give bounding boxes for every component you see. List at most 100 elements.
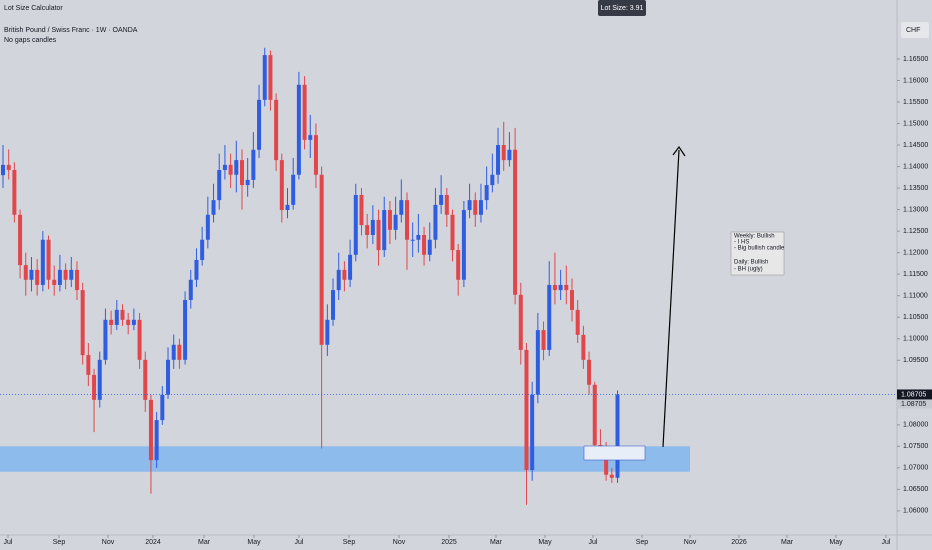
x-tick-label: May xyxy=(247,539,261,546)
candle-body xyxy=(416,235,421,240)
candle-body xyxy=(370,219,375,236)
x-tick-label: Mar xyxy=(781,539,794,546)
candle-body xyxy=(177,344,182,360)
candle-body xyxy=(131,319,136,325)
candle-body xyxy=(587,359,592,385)
candle-body xyxy=(285,204,290,211)
close-price-label: 1.08705 xyxy=(901,401,926,408)
candle-body xyxy=(302,84,307,140)
candle-body xyxy=(376,219,381,251)
candle-body xyxy=(382,210,387,251)
candle-body xyxy=(336,269,341,291)
tool-label: Lot Size Calculator xyxy=(4,5,63,12)
candle-body xyxy=(604,449,609,475)
y-tick-label: 1.16500 xyxy=(903,56,928,63)
annotation-line: - BH (ugly) xyxy=(734,267,763,273)
candle-body xyxy=(279,160,284,211)
x-tick-label: Sep xyxy=(636,539,649,546)
candle-body xyxy=(245,179,250,186)
candle-body xyxy=(427,239,432,255)
candle-body xyxy=(342,269,347,280)
candle-body xyxy=(496,145,501,175)
close-price-box xyxy=(897,399,932,409)
candle-body xyxy=(467,200,472,211)
candle-body xyxy=(154,420,159,461)
y-tick-label: 1.08000 xyxy=(903,422,928,429)
candle-body xyxy=(69,269,74,280)
annotation-line: Weekly: Bullish xyxy=(734,234,775,240)
candle-body xyxy=(552,284,557,291)
candle-body xyxy=(171,344,176,360)
candle-body xyxy=(6,164,11,171)
candle-body xyxy=(547,284,552,350)
x-tick-label: Jul xyxy=(589,539,598,546)
candle-body xyxy=(473,200,478,215)
candle-body xyxy=(52,279,57,285)
arrow-line xyxy=(662,149,680,448)
candle-body xyxy=(35,269,40,285)
candle-body xyxy=(217,170,222,201)
y-tick-label: 1.14000 xyxy=(903,163,928,170)
candle-body xyxy=(444,194,449,215)
candle-body xyxy=(308,135,313,140)
candle-body xyxy=(404,200,409,240)
candle-body xyxy=(188,279,193,300)
candle-body xyxy=(114,309,119,325)
candle-body xyxy=(490,174,495,186)
candle-body xyxy=(234,160,239,175)
candle-body xyxy=(513,149,518,295)
candle-body xyxy=(450,214,455,251)
candle-body xyxy=(126,319,131,325)
y-tick-label: 1.09500 xyxy=(903,357,928,364)
candle-body xyxy=(18,214,23,266)
x-tick-label: 2026 xyxy=(731,539,747,546)
plot-area xyxy=(0,47,897,505)
candle-body xyxy=(592,384,597,446)
candle-body xyxy=(484,185,489,201)
x-tick-label: Nov xyxy=(393,539,406,546)
candle-body xyxy=(23,265,28,280)
candle-body xyxy=(183,299,188,360)
x-tick-label: Sep xyxy=(343,539,356,546)
annotation-box xyxy=(730,231,785,276)
currency-box xyxy=(901,22,929,38)
candle-body xyxy=(109,319,114,325)
candle-body xyxy=(313,135,318,175)
candle-body xyxy=(74,269,79,291)
candle-body xyxy=(80,290,85,356)
candle-body xyxy=(251,149,256,180)
candle-body xyxy=(422,235,427,255)
x-tick-label: May xyxy=(538,539,552,546)
lot-size-label: Lot Size: 3.91 xyxy=(601,5,644,12)
candle-body xyxy=(524,349,529,471)
candle-body xyxy=(160,394,165,421)
y-tick-label: 1.12000 xyxy=(903,249,928,256)
candle-body xyxy=(569,290,574,310)
candle-body xyxy=(564,284,569,291)
y-tick-label: 1.10000 xyxy=(903,336,928,343)
candle-body xyxy=(12,170,17,215)
x-tick-label: Mar xyxy=(198,539,211,546)
candle-body xyxy=(478,200,483,215)
annotation-line: - Big bullish candle xyxy=(734,246,785,252)
candle-body xyxy=(46,239,51,280)
candle-body xyxy=(211,200,216,215)
arrow-head xyxy=(672,145,686,157)
candle-body xyxy=(103,319,108,360)
y-tick-label: 1.11000 xyxy=(903,293,928,300)
y-tick-label: 1.06000 xyxy=(903,508,928,515)
y-tick-label: 1.07500 xyxy=(903,443,928,450)
candle-body xyxy=(268,55,273,100)
candle-body xyxy=(387,210,392,230)
price-zone xyxy=(0,446,690,472)
highlight-box xyxy=(583,445,646,461)
x-tick-label: 2024 xyxy=(145,539,161,546)
x-tick-label: May xyxy=(829,539,843,546)
candle-body xyxy=(535,330,540,395)
y-tick-label: 1.11500 xyxy=(903,271,928,278)
candle-body xyxy=(137,319,142,360)
x-tick-label: Jul xyxy=(4,539,13,546)
candle-body xyxy=(365,225,370,236)
y-tick-label: 1.15000 xyxy=(903,120,928,127)
